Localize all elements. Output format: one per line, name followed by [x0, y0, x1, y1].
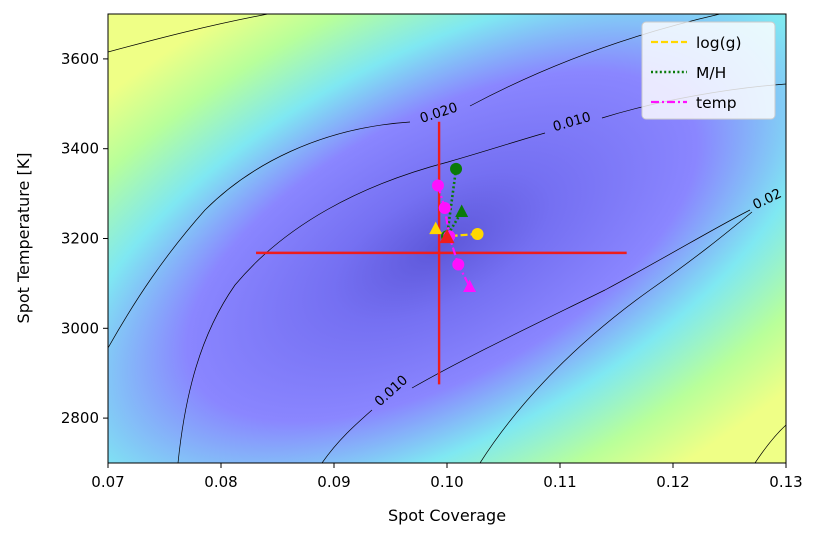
series-point-circle-temp [431, 179, 444, 192]
center-marker-triangle [439, 229, 455, 244]
legend-label-logg: log(g) [696, 34, 742, 52]
x-tick-label: 0.13 [769, 473, 802, 491]
contour-line-020-right [469, 14, 721, 107]
contour-line-02-right [479, 211, 753, 463]
series-point-circle-log-g [471, 228, 484, 241]
series-point-triangle-m-h [455, 204, 469, 218]
y-tick-label: 3600 [61, 50, 99, 68]
series-point-circle-temp [452, 258, 465, 271]
legend: log(g) M/H temp [641, 21, 776, 120]
contour-line-outer-top [108, 14, 269, 53]
contour-line-010-bottom-right [411, 209, 751, 389]
x-tick-label: 0.12 [656, 473, 689, 491]
x-tick-label: 0.11 [543, 473, 576, 491]
x-tick-label: 0.07 [91, 473, 124, 491]
y-tick-label: 2800 [61, 409, 99, 427]
y-tick-label: 3400 [61, 140, 99, 158]
x-axis: 0.07 0.08 0.09 0.10 0.11 0.12 0.13 [91, 463, 803, 491]
x-axis-label: Spot Coverage [388, 506, 506, 525]
contour-line-bottom-right-corner [754, 424, 786, 463]
series-point-circle-temp [438, 201, 451, 214]
series-point-triangle-log-g [429, 221, 443, 235]
y-axis-label: Spot Temperature [K] [14, 153, 33, 324]
contour-lines [108, 14, 786, 463]
series-point-triangle-temp [463, 279, 477, 293]
contour-line-020-left [108, 121, 411, 349]
legend-label-temp: temp [696, 94, 737, 112]
data-marks [256, 121, 627, 385]
legend-label-mh: M/H [696, 64, 726, 82]
x-tick-label: 0.10 [430, 473, 463, 491]
legend-box [641, 21, 776, 120]
series-point-circle-m-h [450, 162, 463, 175]
x-tick-label: 0.09 [317, 473, 350, 491]
y-tick-label: 3000 [61, 319, 99, 337]
y-tick-label: 3200 [61, 230, 99, 248]
x-tick-label: 0.08 [204, 473, 237, 491]
contour-line-010-top-left [177, 132, 546, 463]
y-axis: 2800 3000 3200 3400 3600 [61, 50, 108, 427]
contour-line-010-bottom-left [321, 409, 373, 463]
